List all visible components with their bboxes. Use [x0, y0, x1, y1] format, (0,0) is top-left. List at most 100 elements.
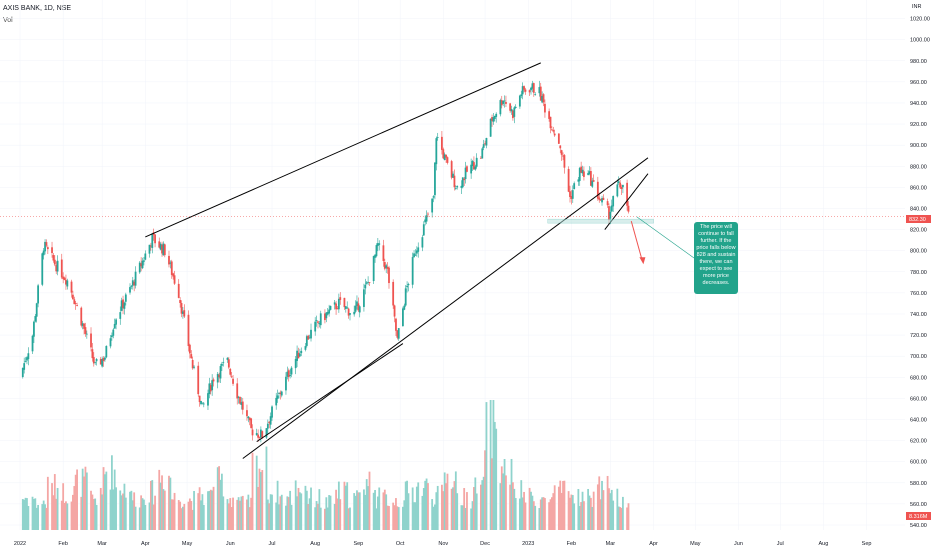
candle-body	[80, 307, 83, 326]
volume-bar	[44, 504, 46, 530]
volume-bar	[510, 458, 513, 530]
y-tick-label: 780.00	[910, 270, 927, 276]
volume-bar	[248, 507, 251, 530]
volume-bar	[227, 503, 230, 530]
candle-body	[432, 196, 435, 198]
candle-body	[172, 273, 175, 277]
volume-bar	[571, 495, 574, 530]
volume-bar	[33, 498, 35, 530]
volume-bar	[168, 475, 170, 530]
candle-body	[229, 369, 232, 375]
candle-body	[464, 167, 467, 180]
volume-bar	[101, 494, 104, 530]
volume-bar	[392, 502, 395, 530]
candle-body	[26, 357, 28, 361]
candle-body	[318, 323, 321, 325]
candle-body	[131, 280, 134, 286]
candle-body	[325, 312, 328, 319]
callout-connector	[636, 216, 695, 259]
volume-bar	[404, 481, 407, 530]
candle-body	[230, 376, 233, 378]
candle-body	[324, 313, 326, 321]
candle-body	[542, 94, 545, 103]
candle-body	[104, 357, 106, 360]
volume-bar	[520, 480, 523, 530]
candle-body	[222, 361, 225, 363]
candle-body	[627, 205, 630, 212]
candle-body	[333, 302, 336, 305]
volume-bar	[34, 498, 37, 530]
volume-bar	[475, 493, 478, 530]
candle-body	[375, 245, 378, 257]
volume-bar	[177, 500, 180, 530]
candle-body	[407, 283, 410, 286]
volume-bar	[453, 481, 456, 530]
candle-body	[421, 237, 424, 248]
volume-bar	[365, 479, 368, 530]
candle-body	[266, 423, 269, 429]
volume-bar	[569, 497, 571, 530]
candle-body	[357, 303, 360, 311]
candle-body	[591, 180, 594, 187]
chart-legend: AXIS BANK, 1D, NSE Vol	[3, 3, 71, 27]
volume-bar	[144, 504, 147, 530]
candle-body	[85, 333, 88, 335]
candle-body	[521, 86, 524, 95]
volume-bar	[493, 421, 496, 530]
candle-body	[368, 282, 371, 283]
candle-body	[170, 261, 173, 275]
candle-body	[337, 298, 340, 310]
candle-body	[365, 282, 368, 284]
volume-bar	[443, 472, 446, 530]
candle-body	[580, 166, 583, 173]
volume-bar	[552, 493, 555, 530]
y-tick-label: 900.00	[910, 143, 927, 149]
y-tick-label: 960.00	[910, 80, 927, 86]
candle-body	[33, 321, 35, 337]
volume-bar	[544, 498, 546, 530]
candle-body	[162, 243, 165, 256]
volume-bar	[461, 505, 464, 530]
candle-body	[154, 234, 156, 244]
candle-body	[241, 401, 244, 410]
volume-bar	[492, 400, 495, 530]
x-tick-label: Sep	[862, 541, 872, 547]
volume-bar	[424, 480, 427, 530]
candle-body	[23, 363, 26, 370]
volume-bar	[383, 489, 386, 530]
volume-bar	[454, 471, 457, 530]
candle-body	[376, 243, 379, 247]
volume-bar	[216, 467, 219, 530]
candle-body	[216, 373, 219, 383]
candle-body	[251, 429, 254, 436]
volume-bar	[354, 495, 357, 530]
volume-bar	[24, 497, 27, 530]
volume-bar	[170, 499, 173, 530]
volume-bar	[222, 496, 225, 530]
candle-body	[335, 303, 337, 310]
volume-bar	[363, 489, 365, 530]
volume-bar	[304, 485, 307, 530]
candle-body	[163, 244, 166, 256]
candle-body	[453, 175, 456, 188]
volume-bar	[151, 480, 154, 530]
volume-bar	[159, 482, 162, 530]
y-tick-label: 1020.00	[910, 17, 930, 23]
x-tick-label: Apr	[141, 541, 150, 547]
volume-bar	[563, 480, 566, 530]
volume-bar	[27, 505, 30, 530]
x-tick-label: 2022	[14, 541, 26, 547]
x-tick-label: Mar	[606, 541, 616, 547]
candle-body	[502, 100, 505, 104]
volume-bar	[570, 494, 573, 530]
volume-bar	[620, 507, 623, 530]
candle-body	[612, 196, 615, 207]
candle-body	[550, 129, 553, 131]
candle-body	[404, 288, 407, 306]
volume-bar	[63, 502, 66, 530]
volume-bar	[538, 508, 541, 530]
candle-body	[392, 281, 395, 306]
support-zone	[547, 218, 654, 224]
candle-body	[296, 350, 298, 361]
